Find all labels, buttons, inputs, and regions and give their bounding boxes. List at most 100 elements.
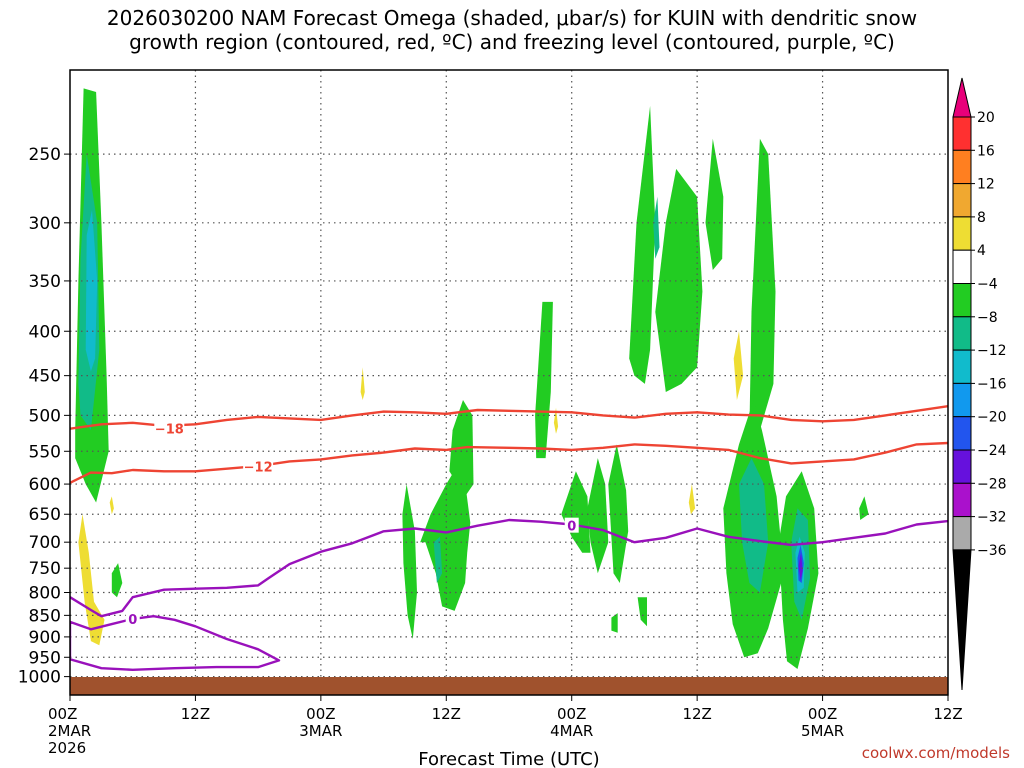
credit-text: coolwx.com/models <box>861 744 1010 762</box>
colorbar-label-5: −4 <box>977 277 998 293</box>
colorbar-segment-12 <box>952 482 972 518</box>
colorbar-label-13: −36 <box>977 543 1007 559</box>
y-tick-label-950: 950 <box>29 648 61 668</box>
x-tick-label-h48-2: 4MAR <box>550 722 593 740</box>
freezing-contour-0 <box>70 518 948 618</box>
omega-region-5 <box>402 484 417 639</box>
x-tick-label-h24-1: 00Z <box>306 705 335 723</box>
omega-region-3 <box>111 563 123 598</box>
dgz-label-bg-1 <box>243 458 274 474</box>
colorbar-segment-10 <box>952 416 972 451</box>
y-tick-label-850: 850 <box>29 606 61 626</box>
omega-region-15 <box>629 105 656 384</box>
x-tick-label-h36-1: 12Z <box>432 705 461 723</box>
y-tick-label-800: 800 <box>29 584 61 604</box>
dgz-contour-1 <box>70 441 948 484</box>
y-tick-label-700: 700 <box>29 533 61 553</box>
colorbar-label-7: −12 <box>977 343 1007 359</box>
freezing-contour-label-1: 0 <box>128 613 137 628</box>
colorbar-label-11: −28 <box>977 476 1007 492</box>
colorbar-label-9: −20 <box>977 410 1007 426</box>
x-tick-label-h0-1: 00Z <box>48 705 77 723</box>
omega-region-9 <box>535 301 553 459</box>
omega-region-31 <box>553 407 559 434</box>
colorbar-label-6: −8 <box>977 310 998 326</box>
dgz-contour-label-1: −12 <box>244 461 273 476</box>
omega-region-16 <box>655 168 703 392</box>
chart-title: 2026030200 NAM Forecast Omega (shaded, μ… <box>0 6 1024 54</box>
y-tick-label-900: 900 <box>29 628 61 648</box>
omega-region-27 <box>859 496 869 520</box>
colorbar-label-0: 20 <box>977 110 995 126</box>
dgz-contour-label-0: −18 <box>155 423 184 438</box>
y-tick-label-600: 600 <box>29 475 61 495</box>
y-tick-label-650: 650 <box>29 505 61 525</box>
omega-region-19 <box>749 138 776 431</box>
y-tick-label-550: 550 <box>29 442 61 462</box>
plot-frame <box>69 69 949 696</box>
omega-region-4 <box>78 514 105 646</box>
colorbar-label-4: 4 <box>977 243 986 259</box>
colorbar-label-10: −24 <box>977 443 1007 459</box>
ground-surface <box>70 677 948 695</box>
colorbar-label-2: 12 <box>977 177 995 193</box>
y-tick-label-500: 500 <box>29 406 61 426</box>
colorbar-segment-5 <box>952 249 972 284</box>
x-tick-label-h0-3: 2026 <box>48 739 86 757</box>
x-tick-label-h72-2: 5MAR <box>801 722 844 740</box>
x-tick-label-h0-2: 2MAR <box>48 722 91 740</box>
omega-region-18 <box>705 138 724 270</box>
omega-region-10 <box>561 471 591 553</box>
colorbar-segment-2 <box>952 149 972 185</box>
omega-region-13 <box>611 613 618 633</box>
omega-region-30 <box>360 367 365 400</box>
y-tick-label-1000: 1000 <box>18 668 61 688</box>
grid-lines <box>70 70 948 695</box>
colorbar-segment-13 <box>952 516 972 551</box>
omega-region-2 <box>85 210 98 372</box>
colorbar-label-3: 8 <box>977 210 986 226</box>
y-tick-label-350: 350 <box>29 272 61 292</box>
contours: −18 −12 0 0 <box>70 405 948 671</box>
omega-region-32 <box>109 496 114 515</box>
chart-title-line-1: 2026030200 NAM Forecast Omega (shaded, μ… <box>106 6 918 30</box>
colorbar-label-12: −32 <box>977 510 1007 526</box>
y-tick-label-250: 250 <box>29 145 61 165</box>
colorbar-label-1: 16 <box>977 143 995 159</box>
colorbar-segment-8 <box>952 349 972 384</box>
y-tick-label-750: 750 <box>29 559 61 579</box>
x-tick-label-h84-1: 12Z <box>933 705 962 723</box>
colorbar-segment-7 <box>952 316 972 351</box>
omega-region-7 <box>433 536 443 583</box>
x-tick-label-h24-2: 3MAR <box>299 722 342 740</box>
y-tick-label-450: 450 <box>29 367 61 387</box>
x-tick-label-h72-1: 00Z <box>808 705 837 723</box>
colorbar-segment-6 <box>952 283 972 318</box>
omega-shading <box>75 88 869 669</box>
omega-region-26 <box>798 552 803 581</box>
omega-region-6 <box>420 458 471 611</box>
colorbar-segment-4 <box>952 216 972 251</box>
omega-region-14 <box>637 597 647 627</box>
colorbar-bottom-arrow <box>952 549 972 691</box>
omega-region-21 <box>739 458 769 593</box>
omega-region-11 <box>587 458 609 574</box>
x-tick-label-h60-1: 12Z <box>682 705 711 723</box>
freezing-label-bg-1 <box>125 610 140 626</box>
colorbar-segment-3 <box>952 183 972 218</box>
y-tick-label-400: 400 <box>29 322 61 342</box>
omega-region-12 <box>608 444 629 583</box>
colorbar: 20 16 12 8 4 −4 −8 −12 −16 −20 −24 −28 −32 −36 <box>952 77 1007 691</box>
omega-region-17 <box>653 196 660 259</box>
dgz-contour-0 <box>70 405 948 430</box>
axes: 2503003504004505005506006507007508008509… <box>18 145 963 757</box>
x-tick-label-h12-1: 12Z <box>181 705 210 723</box>
x-axis-title: Forecast Time (UTC) <box>418 749 599 768</box>
colorbar-segment-1 <box>952 116 972 151</box>
colorbar-top-arrow <box>952 77 972 118</box>
colorbar-segment-9 <box>952 382 972 418</box>
x-tick-label-h48-1: 00Z <box>557 705 586 723</box>
omega-region-29 <box>688 484 696 515</box>
colorbar-segment-11 <box>952 449 972 484</box>
